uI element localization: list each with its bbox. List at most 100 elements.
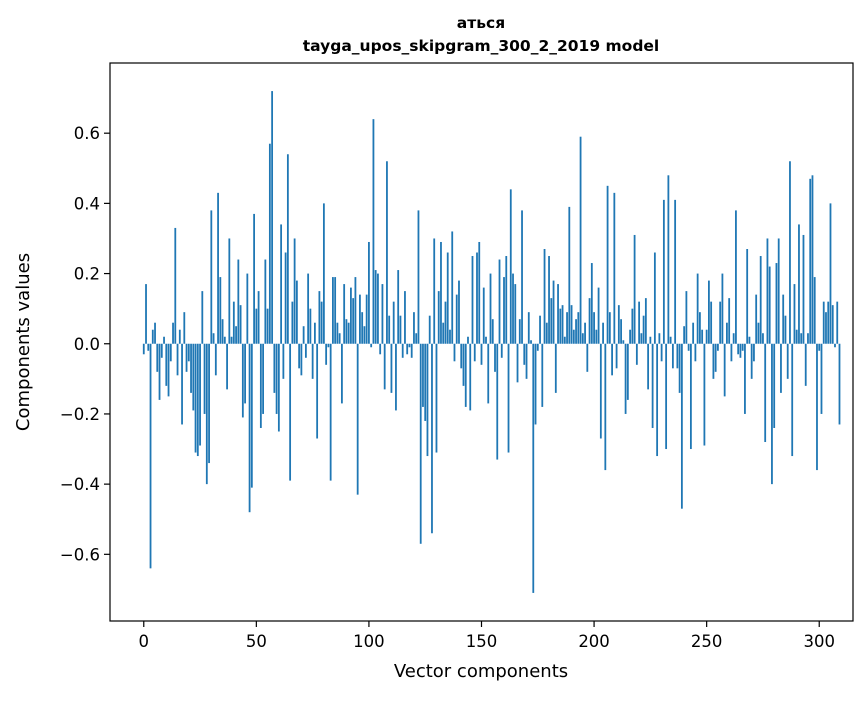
bar-component-155 (491, 319, 494, 344)
bar-component-150 (480, 343, 483, 365)
bar-component-82 (327, 343, 330, 348)
bar-component-296 (809, 178, 812, 344)
bar-component-81 (325, 343, 328, 365)
bar-component-236 (674, 199, 677, 344)
bar-component-146 (471, 256, 474, 344)
bar-component-126 (426, 343, 429, 457)
bar-component-133 (442, 322, 445, 344)
bar-component-4 (151, 329, 154, 344)
bar-component-219 (635, 343, 638, 365)
bar-component-44 (241, 343, 244, 418)
bar-component-232 (665, 343, 668, 450)
bar-component-114 (399, 315, 402, 344)
y-tick-label: 0.4 (74, 194, 100, 213)
bar-component-294 (804, 343, 807, 386)
bar-component-116 (404, 291, 406, 344)
bar-component-36 (223, 336, 226, 344)
bar-component-145 (469, 343, 472, 411)
bar-component-124 (422, 343, 424, 407)
bar-component-88 (341, 343, 343, 404)
bar-component-253 (712, 343, 715, 379)
bar-component-108 (386, 161, 388, 344)
bar-component-189 (568, 206, 571, 344)
bar-component-165 (514, 284, 517, 344)
bar-component-67 (293, 238, 296, 344)
bar-component-215 (626, 343, 629, 400)
bar-component-98 (363, 326, 366, 344)
bar-component-156 (494, 343, 496, 372)
bar-component-184 (557, 284, 559, 344)
bar-component-41 (235, 326, 237, 344)
bar-component-90 (345, 319, 348, 344)
y-axis-label: Components values (13, 253, 34, 431)
bar-component-199 (590, 263, 593, 344)
bar-component-99 (365, 294, 368, 344)
bar-component-239 (680, 343, 683, 509)
bar-component-14 (174, 227, 177, 344)
bar-component-255 (717, 343, 719, 351)
bar-component-122 (417, 210, 420, 344)
bar-component-203 (599, 343, 602, 439)
bar-component-202 (597, 287, 600, 344)
bar-component-161 (505, 256, 508, 344)
bar-component-94 (354, 277, 357, 344)
bar-component-302 (822, 301, 825, 344)
bar-component-160 (503, 277, 505, 344)
chart-subtitle: tayga_upos_skipgram_300_2_2019 model (303, 37, 660, 55)
bar-component-0 (142, 343, 145, 355)
bar-component-20 (187, 343, 190, 362)
bar-component-107 (383, 343, 386, 390)
bar-component-185 (559, 308, 562, 344)
bar-component-70 (300, 343, 303, 376)
bar-component-26 (201, 291, 204, 344)
bar-component-221 (640, 333, 643, 344)
bar-component-205 (604, 343, 607, 471)
bar-component-131 (437, 291, 440, 344)
bar-component-274 (759, 256, 762, 344)
bar-component-57 (271, 91, 274, 344)
bar-component-297 (811, 175, 814, 344)
bar-component-143 (464, 343, 467, 407)
bar-component-172 (530, 340, 532, 344)
bar-component-6 (156, 343, 159, 372)
bar-component-228 (656, 343, 659, 457)
bar-component-230 (660, 343, 663, 362)
bar-component-65 (289, 343, 292, 481)
bar-component-194 (579, 136, 582, 344)
bar-component-304 (827, 301, 830, 344)
bar-component-23 (194, 343, 197, 453)
bar-component-59 (275, 343, 278, 414)
y-tick-label: −0.2 (60, 405, 100, 424)
bar-component-282 (777, 238, 780, 344)
bar-component-270 (750, 343, 753, 379)
bar-component-301 (820, 343, 823, 414)
bar-component-267 (744, 343, 746, 414)
bar-component-38 (228, 238, 231, 344)
bar-component-135 (446, 252, 449, 344)
bar-component-46 (246, 273, 249, 344)
bar-component-129 (433, 238, 436, 344)
bar-component-235 (671, 343, 674, 369)
bar-component-256 (719, 301, 722, 344)
bar-component-243 (689, 343, 692, 450)
bar-component-196 (584, 322, 586, 344)
bar-component-30 (210, 210, 213, 344)
bar-component-293 (802, 234, 805, 344)
bar-component-31 (212, 333, 215, 344)
bar-component-115 (401, 343, 404, 358)
bar-component-51 (257, 291, 260, 344)
bar-component-169 (523, 343, 526, 365)
bar-component-174 (534, 343, 537, 425)
bar-component-211 (617, 305, 620, 344)
bar-component-179 (545, 322, 548, 344)
y-tick-label: −0.6 (60, 545, 100, 564)
bar-component-25 (199, 343, 201, 446)
bar-component-225 (649, 336, 652, 344)
bar-component-164 (512, 273, 514, 344)
bar-component-288 (791, 343, 794, 457)
bar-component-64 (286, 154, 289, 344)
bar-component-309 (838, 343, 841, 425)
bar-component-263 (735, 210, 737, 344)
bar-component-110 (390, 343, 393, 393)
bar-component-177 (541, 343, 544, 407)
